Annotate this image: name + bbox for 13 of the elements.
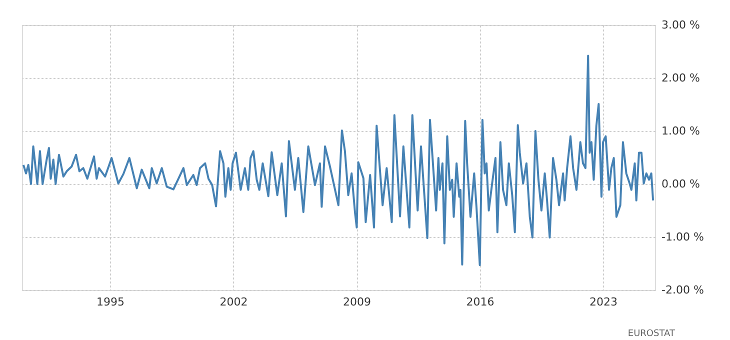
x-tick-label: 2009	[343, 296, 372, 308]
y-tick-label: 0.00 %	[662, 178, 700, 190]
x-tick-label: 1995	[96, 296, 125, 308]
x-tick-label: 2023	[590, 296, 618, 308]
y-tick-label: -1.00 %	[662, 230, 704, 244]
y-tick-label: 3.00 %	[662, 18, 700, 32]
y-tick-label: -2.00 %	[662, 284, 704, 296]
x-tick-label: 2002	[220, 296, 248, 308]
text: EUROSTAT	[628, 329, 676, 339]
x-tick-label: 2016	[466, 296, 494, 308]
y-tick-label: 2.00 %	[662, 72, 700, 84]
y-tick-label: 1.00 %	[662, 124, 700, 138]
line-series	[22, 54, 654, 266]
